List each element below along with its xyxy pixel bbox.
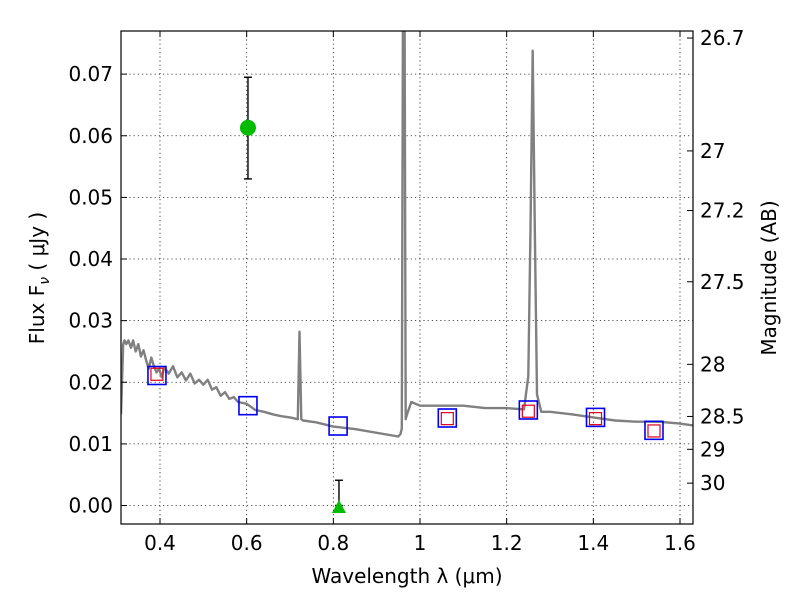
mag-tick-label: 26.7 — [700, 26, 745, 50]
y-axis-label-sub: ν — [37, 277, 53, 285]
x-tick-label: 0.8 — [317, 531, 349, 555]
x-tick-label: 0.4 — [144, 531, 176, 555]
x-tick-label: 1.2 — [491, 531, 523, 555]
observed-photometry-point — [585, 407, 606, 428]
plot-frame — [120, 30, 694, 525]
y-tick-label: 0.01 — [68, 432, 113, 456]
model-photometry-point — [150, 367, 164, 381]
mag-tick-label: 27.5 — [700, 270, 745, 294]
model-photometry-point — [521, 404, 535, 418]
x-tick-label: 1 — [414, 531, 427, 555]
model-photometry-point — [588, 412, 603, 426]
y-tick-label: 0.04 — [68, 247, 113, 271]
y-tick-label: 0.05 — [68, 185, 113, 209]
y-tick-label: 0.07 — [68, 62, 113, 86]
model-photometry-point — [647, 424, 661, 438]
detection-point — [239, 119, 256, 136]
upper-limit-point — [331, 499, 346, 513]
mag-tick-label: 29 — [700, 437, 725, 461]
mag-tick-label: 30 — [700, 471, 725, 495]
observed-photometry-point — [147, 365, 167, 386]
x-tick-label: 1.6 — [664, 531, 696, 555]
observed-photometry-point — [437, 408, 458, 428]
y-axis-label-unit: ( μJy ) — [25, 212, 49, 277]
x-tick-label: 0.6 — [231, 531, 263, 555]
observed-photometry-point — [644, 420, 664, 441]
x-axis-label: Wavelength λ (μm) — [311, 564, 502, 588]
mag-tick-label: 28 — [700, 352, 725, 376]
plot-area — [121, 31, 693, 513]
y-tick-label: 0.00 — [68, 494, 113, 518]
grid-lines — [121, 31, 693, 524]
y2-axis-label: Magnitude (AB) — [757, 200, 781, 355]
y-axis-label: Flux Fν ( μJy ) — [25, 212, 53, 344]
x-tick-label: 1.4 — [577, 531, 609, 555]
model-photometry-point — [440, 412, 454, 426]
axis-ticks: 0.4 0.6 0.8 1 1.2 1.4 1.6 0.00 0.01 0.02 0.03 0.04 0… — [68, 26, 744, 555]
y-axis-label-main: Flux F — [25, 285, 49, 344]
mag-tick-label: 27.2 — [700, 199, 745, 223]
observed-photometry-point — [328, 416, 348, 436]
model-spectrum-line — [121, 31, 693, 438]
y-tick-label: 0.02 — [68, 370, 113, 394]
observed-photometry-point — [518, 400, 539, 420]
y-tick-label: 0.03 — [68, 309, 113, 333]
mag-tick-label: 28.5 — [700, 404, 745, 428]
plot-content — [121, 31, 693, 513]
mag-tick-label: 27 — [700, 139, 725, 163]
y-tick-label: 0.06 — [68, 124, 113, 148]
observed-photometry-point — [238, 395, 258, 416]
